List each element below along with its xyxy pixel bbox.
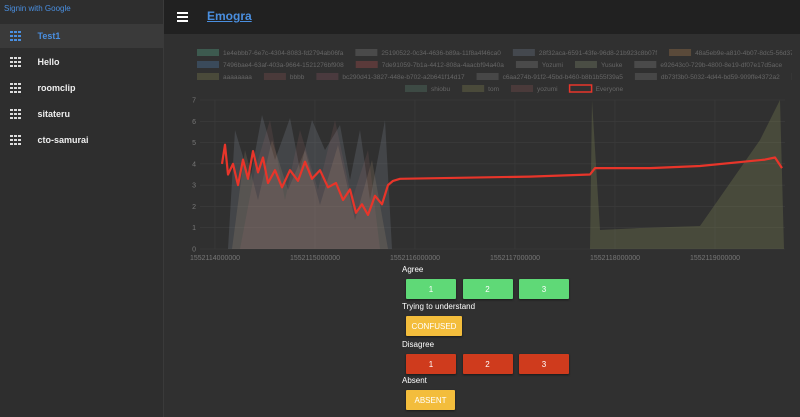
nav-label: roomclip <box>37 83 76 93</box>
group-label: Agree <box>402 265 424 274</box>
x-tick-label: 1552119000000 <box>690 255 740 262</box>
legend-swatch <box>355 61 378 68</box>
reaction-button[interactable]: 1 <box>406 279 456 299</box>
legend-swatch <box>791 73 792 80</box>
legend-swatch <box>197 61 219 68</box>
legend-swatch <box>316 73 339 80</box>
menu-button[interactable] <box>177 12 188 24</box>
legend-label[interactable]: e92643c0-729b-4800-8e19-df07e17d5ace <box>660 62 782 69</box>
reaction-button[interactable]: 2 <box>462 279 513 299</box>
nav-item[interactable]: cto-samurai <box>0 128 163 152</box>
legend-swatch <box>794 61 800 68</box>
legend-swatch <box>511 85 533 92</box>
legend-label[interactable]: db73f3b0-5032-4d44-bd59-909ffe4372a2 <box>661 74 780 81</box>
nav-label: Hello <box>37 57 60 67</box>
legend-swatch <box>512 49 535 56</box>
reaction-button[interactable]: ABSENT <box>406 390 455 410</box>
nav-item[interactable]: Test1 <box>0 24 163 48</box>
legend-label[interactable]: Yusuke <box>601 62 623 69</box>
nav-label: cto-samurai <box>37 135 89 145</box>
legend-swatch <box>197 73 219 80</box>
legend-label[interactable]: 1e4ebbb7-6e7c-4304-8083-fd2794ab06fa <box>223 50 344 57</box>
legend-label[interactable]: 28f32aca-6591-43fe-96d8-21b923c8b07f <box>539 50 657 57</box>
reaction-button[interactable]: 1 <box>406 354 456 374</box>
x-tick-label: 1552114000000 <box>190 255 240 262</box>
nav-icon <box>10 82 21 94</box>
grid: 0 1 2 3 4 5 6 7 1552114000000 1552115000000 155211… <box>190 98 785 262</box>
reaction-button[interactable]: 3 <box>519 354 569 374</box>
sidebar: Signin with Google Test1 Hello roomclip sit… <box>0 0 164 417</box>
nav-icon <box>10 134 21 146</box>
legend-label[interactable]: aaaaaaaa <box>223 74 252 81</box>
reaction-button[interactable]: 2 <box>462 354 513 374</box>
y-tick-label: 7 <box>192 98 196 105</box>
nav-icon <box>10 56 21 68</box>
legend: 1e4ebbb7-6e7c-4304-8083-fd2794ab06fa 2519… <box>197 49 800 93</box>
legend-swatch <box>515 61 538 68</box>
group-label: Trying to understand <box>402 302 476 311</box>
y-tick-label: 1 <box>192 225 196 232</box>
legend-swatch <box>405 85 427 92</box>
x-tick-label: 1552115000000 <box>290 255 340 262</box>
legend-label[interactable]: tom <box>488 86 499 93</box>
legend-label[interactable]: 7496bae4-63af-403a-9664-1521276bf908 <box>223 62 344 69</box>
legend-swatch <box>263 73 286 80</box>
signin-link[interactable]: Signin with Google <box>4 4 71 13</box>
y-tick-label: 5 <box>192 140 196 147</box>
reaction-button[interactable]: 3 <box>519 279 569 299</box>
nav-label: sitateru <box>37 109 71 119</box>
legend-swatch <box>574 61 597 68</box>
y-tick-label: 4 <box>192 161 196 168</box>
series-line <box>220 143 783 216</box>
y-tick-label: 3 <box>192 183 196 190</box>
x-tick-label: 1552118000000 <box>590 255 640 262</box>
ghost-areas <box>228 100 784 249</box>
reaction-button[interactable]: CONFUSED <box>406 316 462 336</box>
legend-label[interactable]: bbbb <box>290 74 305 81</box>
legend-label[interactable]: c6aa274b-91f2-45bd-b460-b8b1b55f39a5 <box>503 74 624 81</box>
legend-swatch <box>462 85 485 92</box>
legend-label[interactable]: 25190522-0c34-4636-b89a-11f8a4f46ca0 <box>381 50 501 57</box>
nav-item[interactable]: roomclip <box>0 76 163 100</box>
legend-label[interactable]: Yozumi <box>542 62 563 69</box>
legend-swatch <box>568 84 593 93</box>
y-tick-label: 6 <box>192 119 196 126</box>
legend-label[interactable]: bc290d41-3827-448e-b702-a2b641f14d17 <box>342 74 465 81</box>
legend-label[interactable]: 48a5eb9e-a810-4b07-8dc5-56d37673a <box>695 50 800 57</box>
legend-label[interactable]: 7de91059-7b1a-4412-808a-4aacbf94a40a <box>382 62 505 69</box>
group-label: Absent <box>402 376 427 385</box>
nav-icon <box>10 30 21 42</box>
nav-item[interactable]: Hello <box>0 50 163 74</box>
legend-label[interactable]: yozumi <box>537 86 558 93</box>
legend-swatch <box>197 49 219 56</box>
x-tick-label: 1552116000000 <box>390 255 440 262</box>
group-label: Disagree <box>402 340 435 349</box>
nav-item[interactable]: sitateru <box>0 102 163 126</box>
plot <box>220 143 783 216</box>
legend-label[interactable]: Everyone <box>596 86 624 93</box>
top-bar: Emogra <box>164 0 800 34</box>
app-title[interactable]: Emogra <box>207 9 252 23</box>
nav-icon <box>10 108 21 120</box>
legend-swatch <box>355 49 378 56</box>
legend-label[interactable]: shiobu <box>431 86 451 93</box>
nav-label: Test1 <box>37 31 61 41</box>
y-tick-label: 0 <box>192 247 196 254</box>
legend-swatch <box>669 49 692 56</box>
y-tick-label: 2 <box>192 204 196 211</box>
x-tick-label: 1552117000000 <box>490 255 540 262</box>
legend-swatch <box>634 73 657 80</box>
legend-swatch <box>634 61 657 68</box>
legend-swatch <box>476 73 499 80</box>
